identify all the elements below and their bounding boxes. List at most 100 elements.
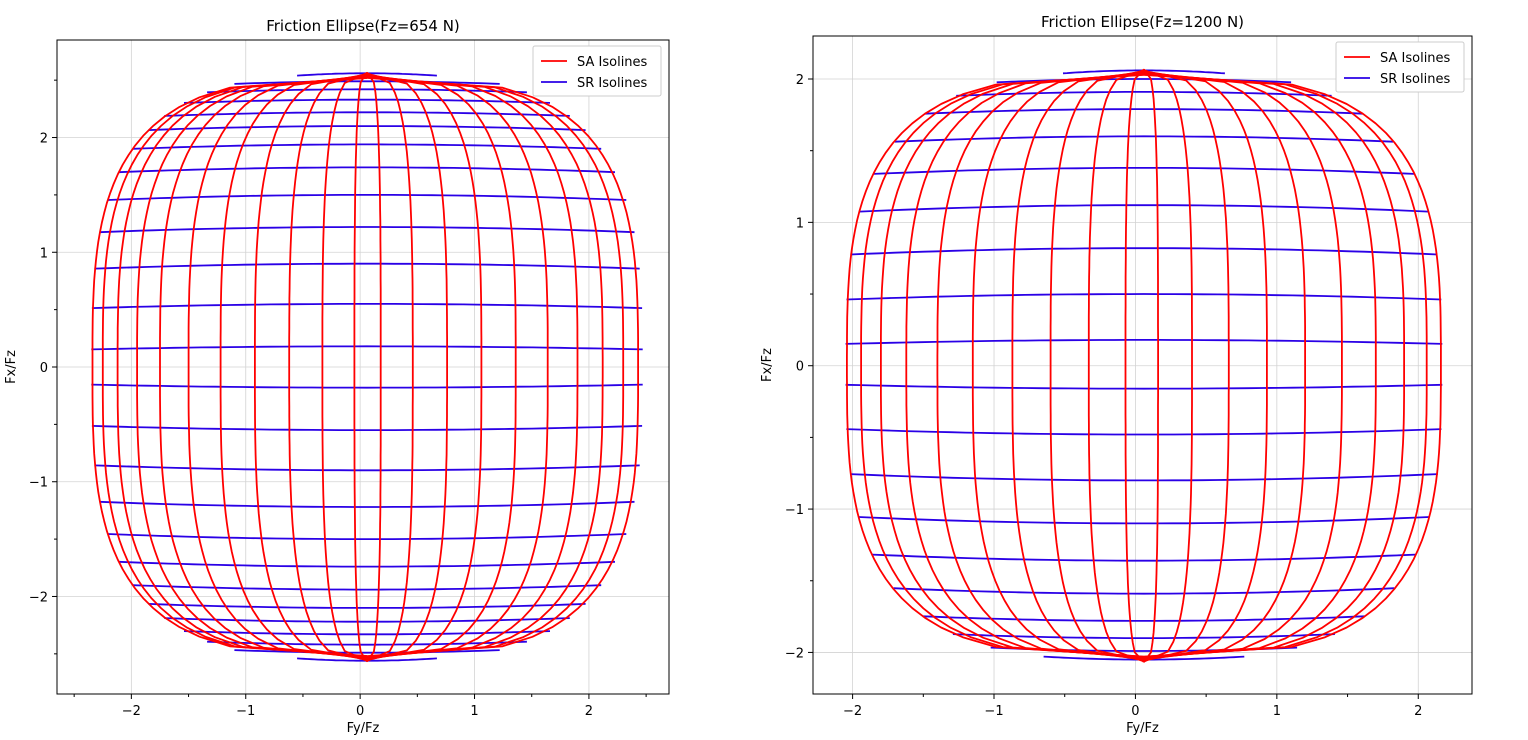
sa-isoline-2	[116, 76, 368, 658]
sa-isoline-8	[288, 72, 368, 662]
sr-isoline-2	[956, 91, 1332, 97]
x-tick-label-1: −1	[984, 704, 1003, 719]
y-tick-label-0: −2	[785, 646, 804, 661]
ticks-left: −2 −1 0 1 2 −2 −1 0 1 2	[29, 79, 647, 719]
x-tick-label-4: 2	[1414, 704, 1422, 719]
sa-isoline-16	[366, 75, 549, 659]
sr-isoline-10	[845, 383, 1443, 390]
sr-isoline-17	[952, 633, 1335, 639]
sa-isoline-6	[219, 74, 368, 660]
sa-isoline-1	[860, 73, 1144, 658]
sa-isoline-19	[1143, 74, 1442, 658]
axes-frame-right	[812, 35, 1473, 695]
sr-isoline-3	[183, 98, 551, 104]
y-tick-label-2: 0	[796, 360, 804, 375]
y-tick-label-0: −2	[29, 590, 48, 605]
sa-isoline-3	[136, 76, 368, 658]
sr-isoline-24	[234, 649, 500, 654]
sa-isoline-10	[353, 71, 368, 663]
sa-isoline-7	[253, 73, 368, 661]
sr-isoline-4	[164, 111, 570, 117]
sr-isoline-7	[850, 247, 1438, 256]
sr-isoline-6	[132, 143, 602, 150]
y-tick-label-3: 1	[40, 246, 48, 261]
sr-isoline-22	[183, 630, 551, 636]
ticks-right: −2 −1 0 1 2 −2 −1 0 1 2	[785, 73, 1423, 719]
grid-left	[57, 40, 669, 694]
y-tick-label-3: 1	[796, 216, 804, 231]
sr-isoline-10	[94, 262, 640, 270]
legend-label-sr-right: SR Isolines	[1380, 72, 1450, 87]
sr-isoline-15	[94, 464, 640, 472]
sa-isoline-12	[1143, 69, 1230, 662]
chart-left: −2 −1 0 1 2 −2 −1 0 1 2 Friction Ellipse(Fz=654 N…	[4, 17, 670, 736]
sr-isoline-11	[91, 302, 643, 309]
sr-isoline-17	[107, 533, 627, 540]
y-axis-label-left: Fx/Fz	[4, 350, 19, 384]
sr-isoline-9	[99, 226, 635, 234]
x-tick-label-4: 2	[585, 704, 593, 719]
sr-isoline-13	[858, 516, 1430, 525]
sa-isoline-15	[1143, 72, 1343, 660]
sa-isoline-2	[880, 73, 1144, 659]
sa-isoline-11	[1143, 69, 1193, 663]
y-axis-label-right: Fx/Fz	[760, 348, 775, 382]
sr-isoline-23	[207, 640, 527, 646]
legend-label-sa-left: SA Isolines	[577, 55, 648, 70]
sr-isoline-6	[859, 204, 1429, 213]
y-tick-label-4: 2	[40, 132, 48, 147]
sa-isoline-0	[91, 77, 368, 657]
sa-isoline-14	[1143, 71, 1306, 661]
x-tick-label-3: 1	[470, 704, 478, 719]
y-tick-label-4: 2	[796, 73, 804, 88]
legend-right: SA Isolines SR Isolines	[1335, 41, 1465, 93]
sa-isoline-18	[1143, 73, 1428, 658]
sr-isoline-9	[845, 338, 1443, 345]
sa-isoline-9	[1124, 68, 1145, 663]
sr-isoline-12	[91, 345, 643, 351]
sr-isoline-2	[207, 88, 527, 94]
sr-isoline-13	[91, 383, 643, 389]
sa-isoline-12	[366, 72, 414, 662]
sa-isoline-1	[101, 76, 368, 658]
sa-isoline-10	[1143, 68, 1159, 663]
x-axis-label-right: Fy/Fz	[1126, 721, 1159, 736]
sa-isoline-4	[936, 72, 1144, 660]
sr-isoline-16	[99, 500, 635, 508]
legend-box-left	[532, 45, 662, 97]
y-tick-label-1: −1	[29, 476, 48, 491]
sa-isoline-6	[1011, 70, 1145, 661]
x-tick-label-1: −1	[236, 704, 255, 719]
sa-isoline-3	[905, 72, 1144, 659]
x-tick-label-2: 0	[356, 704, 364, 719]
chart-title-left: Friction Ellipse(Fz=654 N)	[266, 17, 460, 35]
sr-isoline-8	[846, 293, 1442, 301]
legend-left: SA Isolines SR Isolines	[532, 45, 662, 97]
legend-box-right	[1335, 41, 1465, 93]
x-tick-label-3: 1	[1273, 704, 1281, 719]
sr-isoline-11	[846, 428, 1442, 436]
x-tick-label-0: −2	[843, 704, 862, 719]
sa-isoline-13	[366, 72, 449, 662]
sa-isoline-17	[1143, 73, 1405, 659]
sa-isoline-8	[1087, 69, 1145, 663]
sa-isoline-7	[1049, 69, 1145, 662]
sr-isoline-5	[148, 125, 586, 131]
sa-isoline-11	[366, 71, 382, 663]
x-axis-label-left: Fy/Fz	[347, 721, 380, 736]
sr-isoline-18	[118, 560, 616, 568]
sa-isoline-14	[366, 73, 483, 661]
sr-isoline-12	[850, 473, 1438, 482]
y-tick-label-1: −1	[785, 503, 804, 518]
sr-isoline-7	[118, 166, 616, 174]
sr-isoline-1	[234, 80, 500, 85]
sa-isoline-5	[187, 75, 368, 659]
legend-label-sa-right: SA Isolines	[1380, 51, 1451, 66]
legend-label-sr-left: SR Isolines	[577, 76, 647, 91]
chart-right: −2 −1 0 1 2 −2 −1 0 1 2 Friction Ellipse(Fz=1200 …	[760, 13, 1473, 736]
sa-isoline-13	[1143, 70, 1268, 661]
sa-isoline-17	[366, 75, 579, 659]
sr-isoline-8	[107, 193, 627, 201]
plot-area-left	[91, 71, 643, 663]
